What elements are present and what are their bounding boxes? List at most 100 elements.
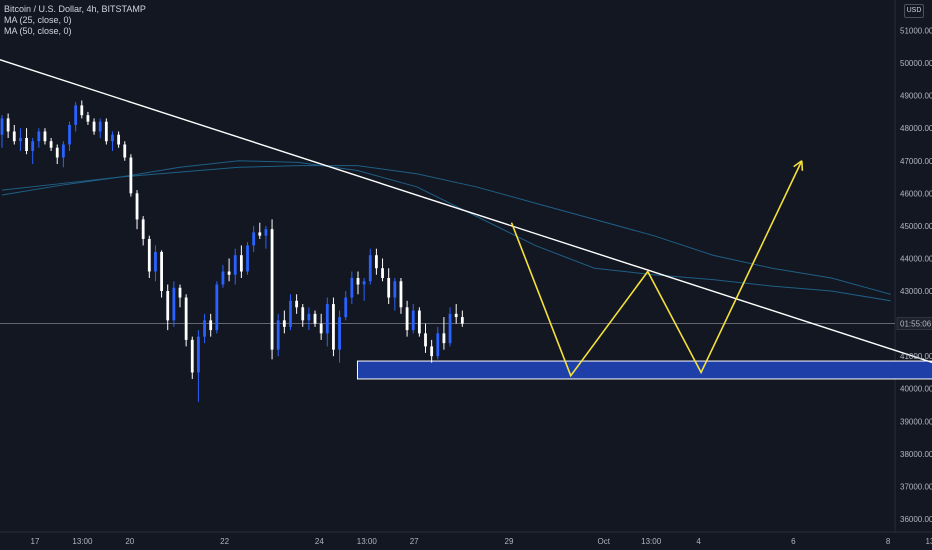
candle-body [399,281,403,308]
candle-body [252,232,256,246]
candle-body [264,229,268,236]
candle-body [31,141,35,151]
y-tick-label: 51000.00 [900,27,932,36]
y-tick-label: 46000.00 [900,189,932,198]
x-tick-label: 27 [410,537,419,546]
candle-body [6,118,10,132]
candle-body [215,284,219,331]
y-tick-label: 38000.00 [900,450,932,459]
candle-body [135,193,139,220]
last-price-badge [896,317,932,330]
projection-arrowhead [793,160,803,168]
projection-path [510,160,803,378]
chart-legend: Bitcoin / U.S. Dollar, 4h, BITSTAMP MA (… [4,4,146,37]
x-tick-label: 29 [505,537,514,546]
candle-body [417,310,421,334]
candle-body [68,124,71,145]
candle-body [178,287,182,298]
y-tick-label: 37000.00 [900,482,932,491]
y-tick-label: 39000.00 [900,417,932,426]
candle-body [49,141,53,148]
candle-body [424,333,427,347]
symbol-title: Bitcoin / U.S. Dollar, 4h, BITSTAMP [4,4,146,14]
candle-body [344,297,348,318]
candle-body [80,105,84,116]
candle-body [239,255,243,272]
candle-body [405,307,409,331]
x-tick-label: 6 [791,537,796,546]
candle-body [190,339,194,373]
y-tick-label: 50000.00 [900,59,932,68]
candle-body [61,144,65,158]
x-tick-label: 24 [315,537,324,546]
projection-arrowhead [801,160,804,171]
candle-body [448,313,452,344]
candle-body [74,105,78,125]
candle-body [387,278,391,298]
candle-body [227,271,231,275]
x-tick-label: 8 [886,537,891,546]
candle-body [12,131,16,142]
candle-body [123,144,127,158]
candle-body [362,281,366,285]
x-tick-label: 13:00 [926,537,932,546]
candle-body [221,271,225,285]
candle-body [25,137,28,151]
candle-body [276,320,280,350]
candle-body [282,320,286,327]
y-tick-label: 41000.00 [900,352,932,361]
candle-body [0,118,4,135]
candle-body [307,313,311,321]
y-tick-label: 44000.00 [900,254,932,263]
candle-body [375,255,378,269]
x-tick-label: 20 [125,537,134,546]
x-tick-label: 13:00 [72,537,93,546]
candle-body [356,278,360,285]
x-tick-label: 17 [31,537,40,546]
candle-body [92,121,96,132]
y-tick-label: 43000.00 [900,287,932,296]
candle-body [111,134,114,142]
ma50-label: MA (50, close, 0) [4,26,72,36]
candle-body [37,131,41,142]
candle-body [411,310,415,331]
candle-body [270,229,274,350]
candle-body [154,251,157,272]
candle-body [319,323,323,334]
candle-body [172,287,176,321]
candle-body [350,278,354,298]
candle-body [313,313,317,324]
candle-body [129,157,133,194]
y-tick-label: 48000.00 [900,124,932,133]
y-tick-label: 40000.00 [900,385,932,394]
last-price-label: 01:55:06 [900,320,932,329]
candle-body [233,255,237,275]
candle-body [141,219,145,239]
y-tick-label: 36000.00 [900,515,932,524]
y-tick-label: 49000.00 [900,92,932,101]
candle-body [295,300,299,308]
currency-button[interactable]: USD [904,4,924,18]
ma25-line [1,160,891,302]
candle-body [19,137,22,142]
candle-body [147,238,151,272]
candle-body [289,300,292,327]
ma25-label: MA (25, close, 0) [4,15,72,25]
candle-body [166,291,170,321]
candle-body [197,336,200,373]
candle-body [117,134,121,145]
candle-body [381,268,384,279]
candle-body [332,304,335,350]
trendline [0,59,932,364]
candle-body [301,307,305,321]
y-tick-label: 47000.00 [900,157,932,166]
candle-body [104,121,108,142]
candle-body [430,346,434,357]
candle-body [209,320,213,331]
candle-body [460,317,464,324]
y-tick-label: 45000.00 [900,222,932,231]
candle-body [368,255,372,282]
candle-body [98,121,102,132]
